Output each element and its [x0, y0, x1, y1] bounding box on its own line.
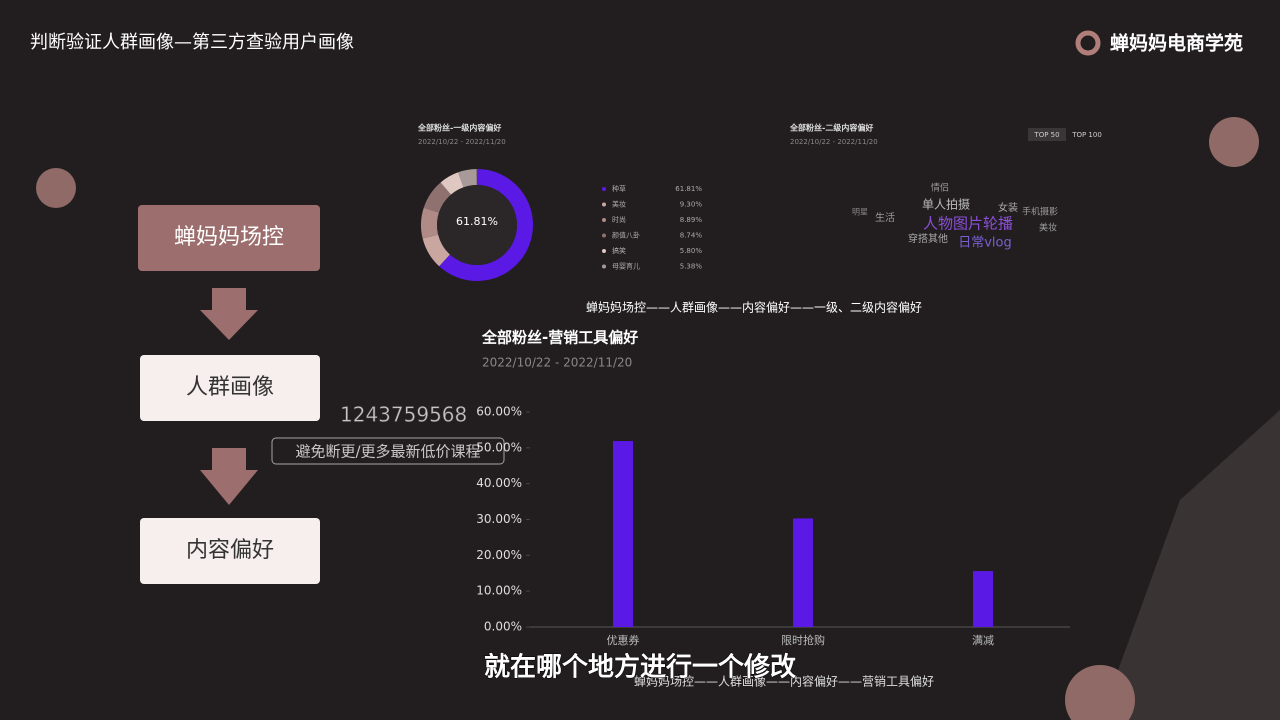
donut-center: 61.81%: [456, 215, 498, 228]
y-tick-label: 0.00%: [484, 620, 522, 634]
tab-label[interactable]: TOP 100: [1071, 131, 1102, 139]
donut-segment: [440, 172, 464, 195]
flow-box: [140, 518, 320, 584]
legend-value: 8.89%: [680, 216, 703, 224]
chart-subtitle: 2022/10/22 - 2022/11/20: [482, 356, 632, 370]
legend-dot: [602, 187, 606, 191]
legend-label: 美妆: [612, 200, 626, 209]
legend-value: 5.80%: [680, 247, 703, 255]
legend-dot: [602, 249, 606, 253]
x-tick-label: 满减: [972, 634, 994, 647]
chart-title: 全部粉丝-营销工具偏好: [481, 329, 638, 347]
word: 情侣: [931, 182, 949, 194]
legend-value: 8.74%: [680, 232, 703, 240]
word: 人物图片轮播: [923, 215, 1013, 233]
legend-label: 颜值八卦: [612, 231, 640, 240]
flow-step: 人群画像: [186, 375, 274, 400]
x-tick-label: 优惠券: [607, 633, 640, 647]
bar: [973, 571, 993, 627]
y-tick-label: 60.00%: [476, 405, 522, 419]
caption: 蝉妈妈场控——人群画像——内容偏好——营销工具偏好: [634, 674, 934, 689]
donut-hole: [437, 185, 517, 265]
watermark-box: [271, 437, 505, 465]
y-tick-label: 10.00%: [476, 584, 522, 598]
legend-value: 9.30%: [680, 201, 703, 209]
donut-segment: [422, 234, 450, 267]
donut-segment: [423, 182, 451, 213]
page-title: 判断验证人群画像—第三方查验用户画像: [30, 32, 354, 53]
decoration: [1065, 665, 1135, 720]
word: 穿搭其他: [908, 232, 948, 245]
word: 日常vlog: [958, 236, 1012, 251]
watermark: 避免断更/更多最新低价课程: [295, 443, 480, 461]
tab[interactable]: [1028, 128, 1066, 141]
word: 明星: [852, 208, 868, 217]
donut-segment: [458, 169, 477, 188]
donut-segment: [420, 207, 439, 239]
watermark: 1243759568: [340, 403, 467, 427]
y-tick-label: 20.00%: [476, 548, 522, 562]
chart-subtitle: 2022/10/22 - 2022/11/20: [418, 138, 506, 146]
chart-title: 全部粉丝-二级内容偏好: [789, 123, 873, 133]
legend-dot: [602, 218, 606, 222]
caption: 蝉妈妈场控——人群画像——内容偏好——一级、二级内容偏好: [586, 300, 922, 315]
arrow: [200, 448, 258, 505]
y-tick-label: 40.00%: [476, 476, 522, 490]
legend-label: 种草: [612, 184, 626, 193]
chart-title: 全部粉丝-一级内容偏好: [417, 123, 501, 133]
x-tick-label: 限时抢购: [781, 633, 825, 647]
arrow: [200, 288, 258, 340]
word: 生活: [875, 211, 895, 224]
word: 美妆: [1039, 222, 1057, 234]
y-tick-label: 30.00%: [476, 512, 522, 526]
logo-icon: [1075, 30, 1101, 56]
word: 单人拍摄: [922, 197, 970, 212]
flow-step: 内容偏好: [186, 538, 274, 563]
tab-label[interactable]: TOP 50: [1033, 131, 1059, 139]
legend-value: 5.38%: [680, 263, 703, 271]
decoration: [36, 168, 76, 208]
legend-dot: [602, 264, 606, 269]
decoration: [1209, 117, 1259, 167]
flow-step: 蝉妈妈场控: [174, 225, 284, 250]
flow-box: [140, 355, 320, 421]
decoration: [1100, 410, 1280, 720]
donut-segment: [439, 169, 534, 281]
logo: 蝉妈妈电商学苑: [1110, 32, 1243, 55]
legend-label: 母婴育儿: [612, 262, 640, 271]
subtitle: 就在哪个地方进行一个修改: [484, 652, 796, 683]
bar: [793, 518, 813, 627]
legend-value: 61.81%: [675, 185, 702, 193]
legend-dot: [602, 202, 606, 207]
word: 手机摄影: [1022, 206, 1058, 218]
legend-label: 时尚: [612, 215, 626, 224]
chart-subtitle: 2022/10/22 - 2022/11/20: [790, 138, 878, 146]
y-tick-label: 50.00%: [476, 440, 522, 454]
legend-dot: [602, 233, 606, 238]
flow-box: [138, 205, 320, 271]
bar: [613, 441, 633, 627]
legend-label: 搞笑: [612, 246, 626, 255]
word: 女装: [998, 201, 1018, 214]
